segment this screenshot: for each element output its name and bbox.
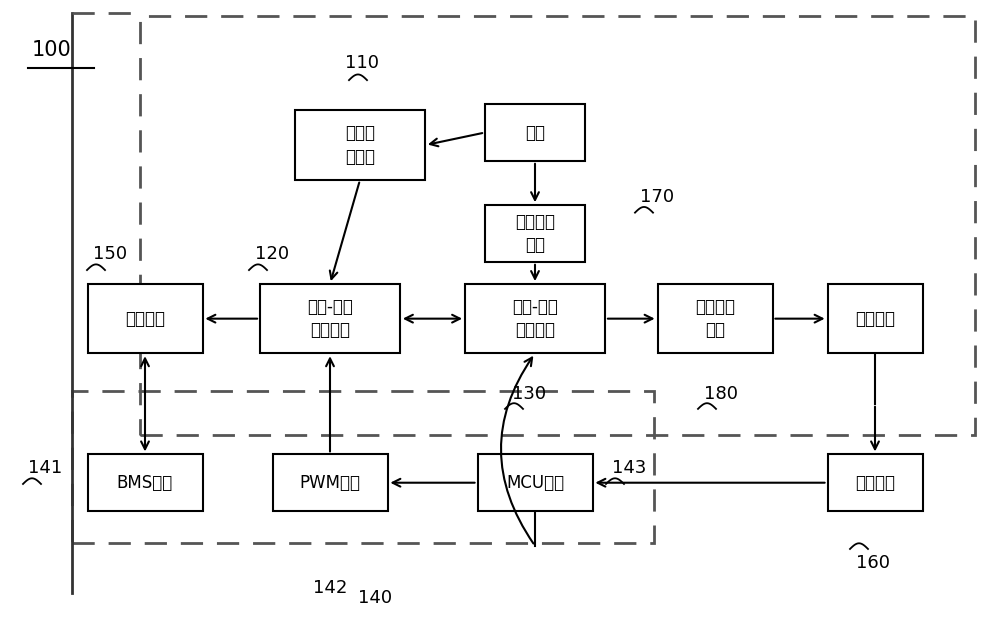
Text: 直流-直流
转换模块: 直流-直流 转换模块	[307, 298, 353, 339]
Bar	[478, 454, 592, 511]
Text: MCU控制: MCU控制	[506, 474, 564, 492]
Text: 100: 100	[32, 40, 72, 61]
Bar	[828, 284, 922, 353]
Bar	[88, 284, 202, 353]
Text: 140: 140	[358, 589, 392, 607]
Text: 第二开关
电路: 第二开关 电路	[695, 298, 735, 339]
Bar	[295, 110, 425, 180]
Bar	[485, 104, 585, 161]
Bar	[272, 454, 388, 511]
Bar	[485, 205, 585, 262]
Text: 143: 143	[612, 459, 646, 477]
Text: 市电: 市电	[525, 124, 545, 141]
Text: 第一开关
电路: 第一开关 电路	[515, 213, 555, 254]
Text: 180: 180	[704, 386, 738, 403]
Bar	[465, 284, 605, 353]
Bar	[88, 454, 202, 511]
Text: 检测模块: 检测模块	[855, 474, 895, 492]
Bar	[72, 391, 654, 543]
Text: BMS控制: BMS控制	[117, 474, 173, 492]
Text: 130: 130	[512, 386, 546, 403]
Text: 150: 150	[93, 245, 127, 262]
Text: 整流滤
波模块: 整流滤 波模块	[345, 124, 375, 166]
Text: 141: 141	[28, 459, 62, 477]
Bar	[260, 284, 400, 353]
Text: 直流-交流
逆变模块: 直流-交流 逆变模块	[512, 298, 558, 339]
Text: 170: 170	[640, 188, 674, 206]
Bar	[658, 284, 772, 353]
Text: 110: 110	[345, 54, 379, 72]
Text: 160: 160	[856, 554, 890, 572]
Text: PWM控制: PWM控制	[300, 474, 360, 492]
Text: 电池系统: 电池系统	[125, 310, 165, 327]
Text: 交流输出: 交流输出	[855, 310, 895, 327]
Bar	[828, 454, 922, 511]
Bar	[140, 16, 975, 435]
Text: 120: 120	[255, 245, 289, 262]
Text: 142: 142	[313, 579, 347, 597]
